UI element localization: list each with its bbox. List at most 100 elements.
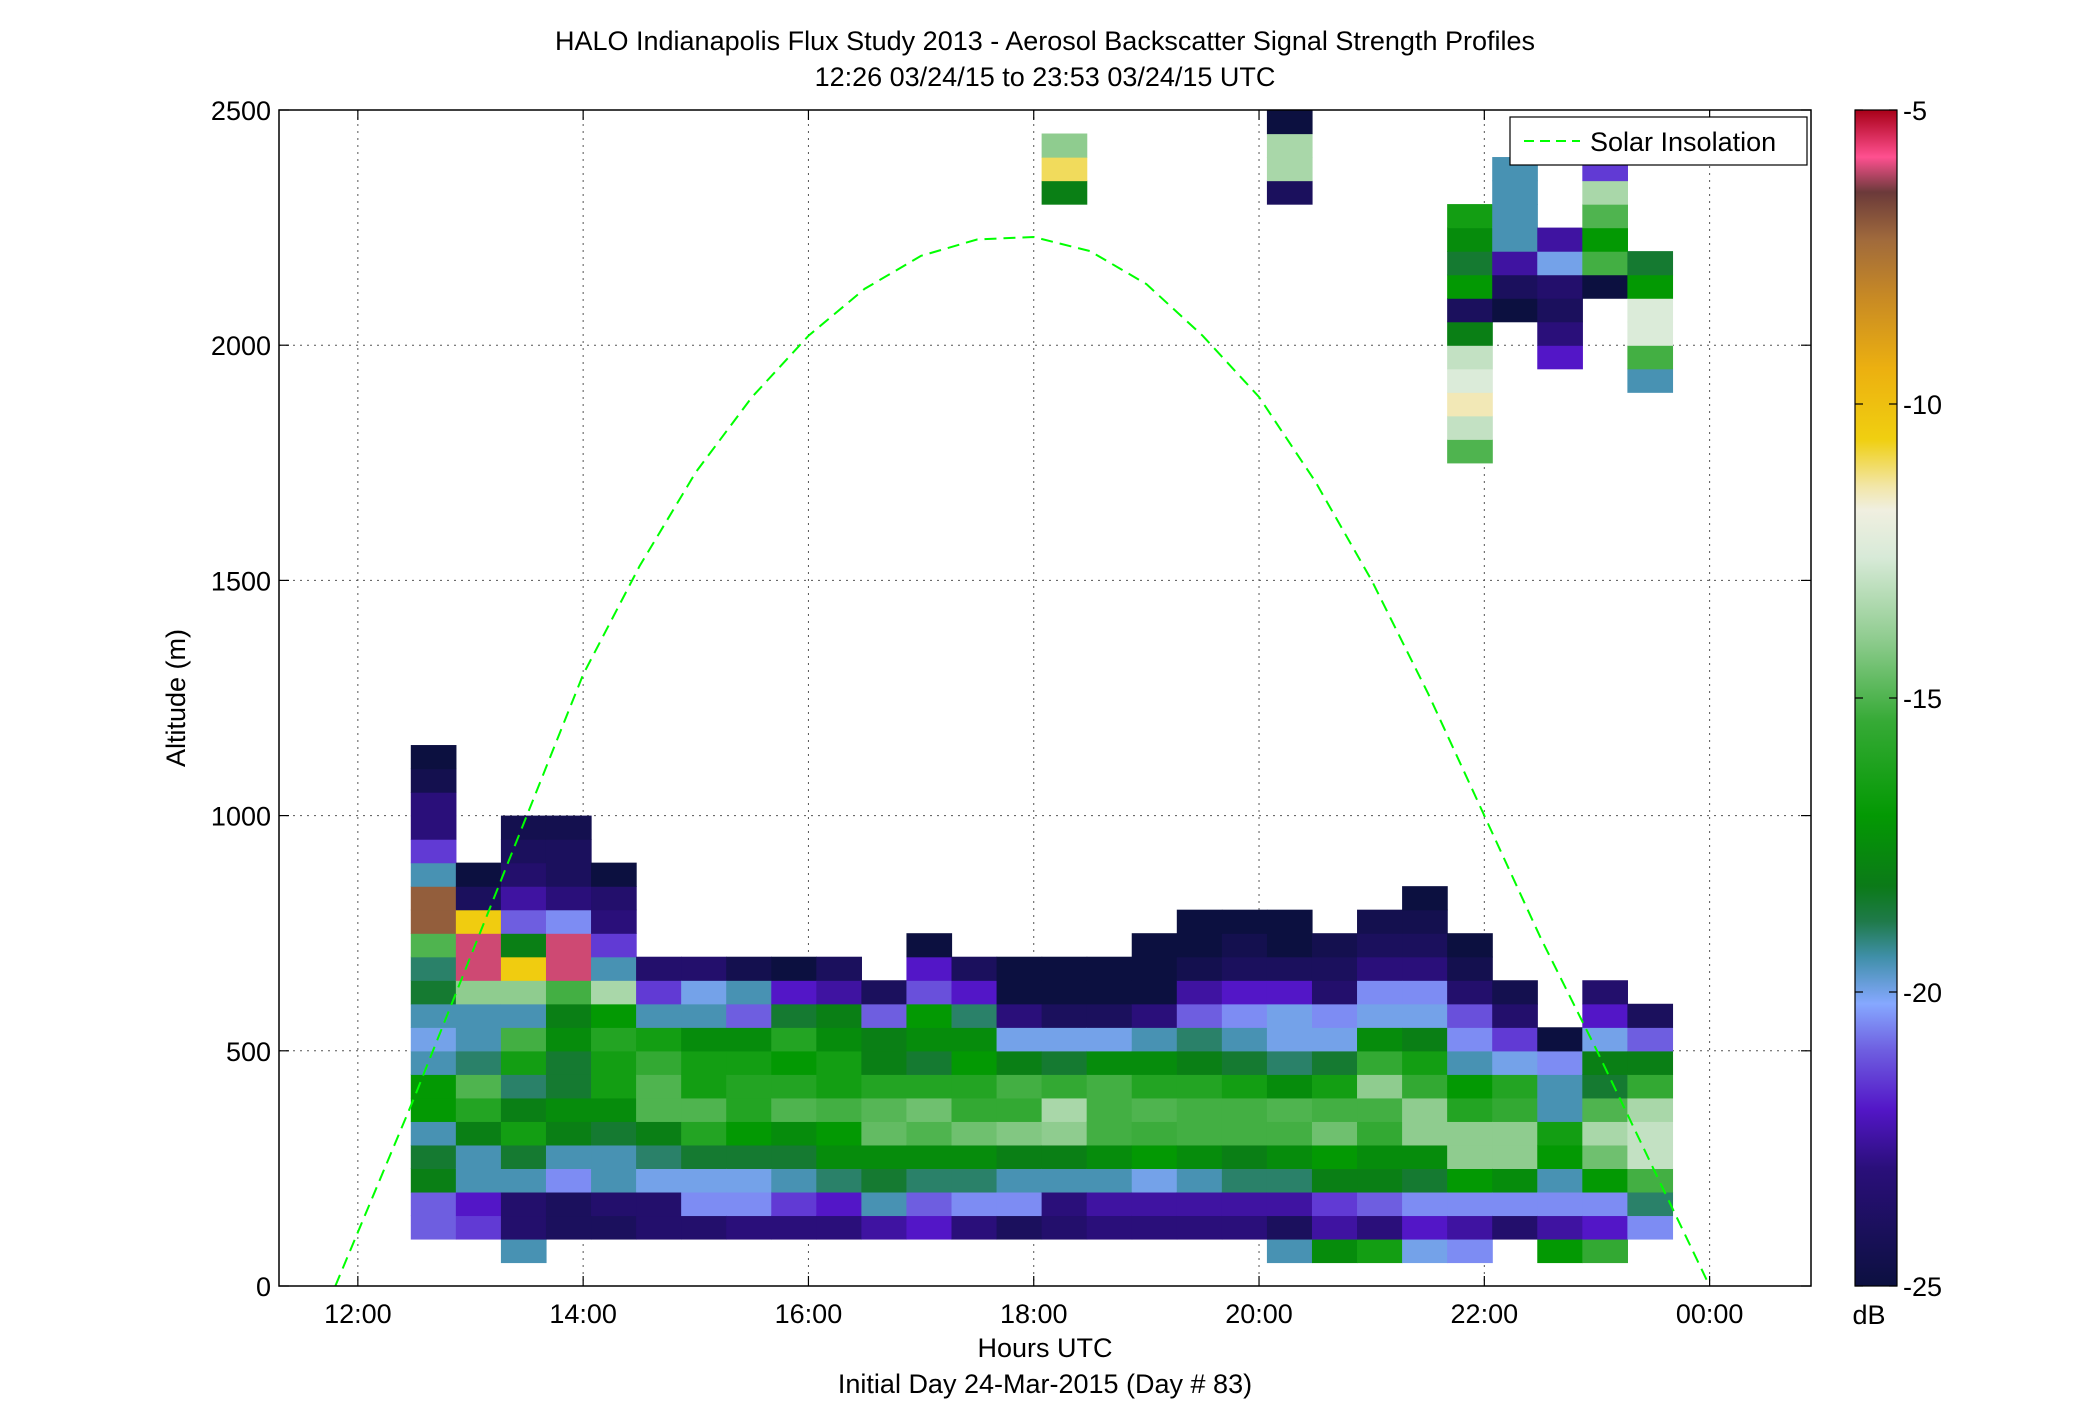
heatmap-cell bbox=[1266, 933, 1313, 958]
heatmap-cells bbox=[410, 110, 1674, 1264]
colorbar-tick-label: -10 bbox=[1903, 390, 1942, 420]
heatmap-cell bbox=[1537, 1215, 1583, 1240]
heatmap-cell bbox=[1447, 439, 1493, 464]
heatmap-cell bbox=[816, 1191, 862, 1217]
heatmap-cell bbox=[1266, 1238, 1313, 1264]
heatmap-cell bbox=[1447, 345, 1493, 370]
heatmap-cell bbox=[1176, 1050, 1223, 1075]
heatmap-cell bbox=[410, 815, 457, 840]
heatmap-cell bbox=[636, 1027, 682, 1052]
heatmap-cell bbox=[1266, 1003, 1313, 1028]
heatmap-cell bbox=[1492, 1168, 1538, 1193]
heatmap-cell bbox=[1357, 1191, 1403, 1217]
heatmap-cell bbox=[1492, 1050, 1538, 1075]
colorbar: -25 -20 -15 -10 -5 dB bbox=[1852, 96, 1942, 1330]
heatmap-cell bbox=[1311, 933, 1358, 958]
heatmap-cell bbox=[1447, 933, 1493, 958]
heatmap-cell bbox=[996, 1050, 1043, 1075]
heatmap-cell bbox=[1582, 980, 1628, 1005]
heatmap-cell bbox=[1537, 274, 1583, 299]
heatmap-cell bbox=[1311, 1074, 1358, 1099]
heatmap-cell bbox=[1492, 1144, 1538, 1169]
heatmap-cell bbox=[771, 956, 817, 981]
heatmap-cell bbox=[1086, 1215, 1133, 1240]
heatmap-cell bbox=[410, 1050, 457, 1075]
heatmap-cell bbox=[1582, 204, 1628, 229]
heatmap-cell bbox=[1627, 345, 1674, 370]
heatmap-cell bbox=[1176, 1074, 1223, 1099]
x-tick-label: 00:00 bbox=[1676, 1299, 1744, 1329]
x-tick-label: 14:00 bbox=[549, 1299, 617, 1329]
heatmap-cell bbox=[1447, 1215, 1493, 1240]
heatmap-cell bbox=[951, 1215, 998, 1240]
heatmap-cell bbox=[1086, 1050, 1133, 1075]
heatmap-cell bbox=[1266, 1121, 1313, 1146]
heatmap-cell bbox=[500, 1144, 547, 1169]
heatmap-cell bbox=[996, 1121, 1043, 1146]
heatmap-cell bbox=[681, 1050, 727, 1075]
heatmap-cell bbox=[1266, 110, 1313, 135]
heatmap-cell bbox=[1627, 251, 1674, 276]
heatmap-cell bbox=[1402, 956, 1448, 981]
heatmap-cell bbox=[1447, 368, 1493, 393]
heatmap-cell bbox=[1266, 1215, 1313, 1240]
heatmap-cell bbox=[1041, 956, 1088, 981]
heatmap-cell bbox=[545, 1215, 592, 1240]
heatmap-cell bbox=[591, 1168, 637, 1193]
heatmap-cell bbox=[500, 1003, 547, 1028]
solar-insolation-line bbox=[334, 236, 1711, 1286]
heatmap-cell bbox=[816, 1074, 862, 1099]
heatmap-cell bbox=[1492, 1097, 1538, 1122]
heatmap-cell bbox=[1627, 274, 1674, 299]
heatmap-cell bbox=[455, 1074, 502, 1099]
heatmap-cell bbox=[1221, 1144, 1268, 1169]
heatmap-cell bbox=[1402, 1191, 1448, 1217]
heatmap-cell bbox=[500, 909, 547, 934]
heatmap-cell bbox=[1402, 1168, 1448, 1193]
heatmap-cell bbox=[996, 1168, 1043, 1193]
heatmap-cell bbox=[906, 1215, 953, 1240]
heatmap-cell bbox=[1537, 1168, 1583, 1193]
heatmap-cell bbox=[545, 1027, 592, 1052]
heatmap-cell bbox=[1041, 1003, 1088, 1028]
heatmap-cell bbox=[500, 1121, 547, 1146]
heatmap-cell bbox=[1402, 886, 1448, 911]
heatmap-cell bbox=[1582, 1238, 1628, 1264]
heatmap-cell bbox=[1176, 1144, 1223, 1169]
heatmap-cell bbox=[410, 1168, 457, 1193]
heatmap-cell bbox=[1537, 227, 1583, 252]
heatmap-cell bbox=[681, 1003, 727, 1028]
heatmap-cell bbox=[591, 956, 637, 981]
heatmap-cell bbox=[591, 1074, 637, 1099]
y-tick-label: 2000 bbox=[211, 331, 271, 361]
heatmap-cell bbox=[545, 980, 592, 1005]
heatmap-cell bbox=[906, 933, 953, 958]
heatmap-cell bbox=[1221, 980, 1268, 1005]
heatmap-cell bbox=[1176, 1003, 1223, 1028]
heatmap-cell bbox=[1492, 227, 1538, 252]
heatmap-cell bbox=[861, 1144, 908, 1169]
heatmap-cell bbox=[1582, 1215, 1628, 1240]
heatmap-cell bbox=[1492, 980, 1538, 1005]
colorbar-tick-label: -5 bbox=[1903, 96, 1927, 126]
heatmap-cell bbox=[906, 980, 953, 1005]
heatmap-cell bbox=[500, 1168, 547, 1193]
heatmap-cell bbox=[500, 1050, 547, 1075]
heatmap-cell bbox=[1311, 1097, 1358, 1122]
heatmap-cell bbox=[861, 980, 908, 1005]
heatmap-cell bbox=[951, 1121, 998, 1146]
heatmap-cell bbox=[1447, 1121, 1493, 1146]
heatmap-cell bbox=[1627, 1191, 1674, 1217]
heatmap-cell bbox=[1041, 180, 1088, 205]
heatmap-cell bbox=[455, 1215, 502, 1240]
heatmap-cell bbox=[726, 980, 772, 1005]
heatmap-cell bbox=[410, 768, 457, 793]
heatmap-cell bbox=[1131, 1215, 1178, 1240]
heatmap-cell bbox=[1311, 980, 1358, 1005]
heatmap-cell bbox=[1176, 1097, 1223, 1122]
heatmap-cell bbox=[545, 1121, 592, 1146]
heatmap-cell bbox=[545, 1074, 592, 1099]
heatmap-cell bbox=[816, 1168, 862, 1193]
heatmap-cell bbox=[1447, 392, 1493, 417]
